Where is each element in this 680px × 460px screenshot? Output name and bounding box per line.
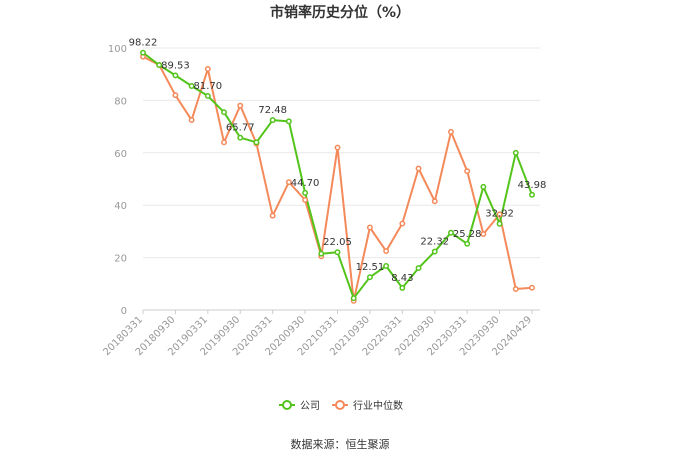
industry-point[interactable] (431, 198, 438, 205)
company-point[interactable] (529, 191, 535, 198)
x-axis: 2018033120180930201903312019093020200331… (101, 310, 534, 358)
company-point[interactable] (285, 118, 292, 125)
company-point[interactable] (399, 284, 406, 291)
industry-point[interactable] (334, 144, 341, 151)
grid-lines (143, 47, 540, 259)
data-label: 22.32 (420, 237, 449, 248)
company-point[interactable] (415, 265, 422, 272)
data-label: 22.05 (323, 237, 352, 248)
series-points (140, 49, 535, 304)
industry-point[interactable] (480, 231, 487, 237)
company-point[interactable] (334, 249, 341, 256)
company-point[interactable] (350, 295, 357, 302)
industry-point[interactable] (448, 128, 454, 135)
company-point[interactable] (464, 240, 471, 247)
legend-item-company[interactable]: 公司 (279, 400, 320, 412)
data-label: 43.98 (518, 180, 547, 191)
y-tick-label: 40 (114, 201, 127, 212)
industry-point[interactable] (366, 224, 373, 231)
legend-industry-label: 行业中位数 (353, 399, 403, 412)
data-label: 25.28 (453, 229, 482, 240)
legend-item-industry[interactable]: 行业中位数 (332, 399, 403, 412)
industry-point[interactable] (285, 179, 292, 186)
y-tick-label: 20 (114, 254, 127, 265)
industry-point[interactable] (204, 66, 211, 72)
data-label: 12.51 (356, 262, 385, 273)
y-axis: 0 20 40 60 80 100 (108, 44, 127, 317)
data-label: 65.77 (226, 123, 255, 134)
industry-point[interactable] (415, 165, 422, 172)
y-tick-label: 80 (114, 96, 127, 107)
y-tick-label: 100 (108, 44, 127, 55)
company-point[interactable] (221, 109, 227, 116)
company-point[interactable] (383, 263, 390, 269)
company-point[interactable] (156, 62, 163, 68)
company-point[interactable] (302, 189, 309, 196)
y-tick-label: 0 (121, 306, 127, 317)
company-point[interactable] (188, 83, 195, 89)
company-point[interactable] (253, 139, 260, 146)
data-label: 32.92 (485, 209, 514, 220)
data-label: 44.70 (291, 178, 320, 189)
industry-point[interactable] (269, 212, 276, 219)
industry-point[interactable] (383, 248, 390, 255)
company-point[interactable] (448, 229, 454, 236)
industry-series-line (142, 55, 533, 302)
company-point[interactable] (366, 274, 373, 281)
industry-point[interactable] (399, 220, 406, 227)
industry-point[interactable] (221, 139, 227, 146)
data-source: 数据来源：恒生聚源 (291, 437, 390, 451)
industry-point[interactable] (237, 102, 244, 109)
legend-company-label: 公司 (300, 401, 320, 412)
company-point[interactable] (496, 220, 503, 227)
legend-company-marker (282, 400, 292, 410)
industry-point[interactable] (512, 286, 519, 292)
industry-point[interactable] (302, 197, 309, 203)
company-point[interactable] (172, 72, 179, 79)
company-point[interactable] (269, 117, 276, 124)
data-label: 98.22 (129, 38, 158, 49)
chart-title: 市销率历史分位（%） (270, 4, 410, 21)
company-point[interactable] (204, 92, 211, 99)
company-point[interactable] (318, 250, 325, 257)
y-tick-label: 60 (114, 149, 127, 160)
data-label: 8.43 (391, 273, 413, 284)
industry-point[interactable] (496, 211, 503, 218)
company-point[interactable] (431, 248, 438, 255)
industry-point[interactable] (172, 92, 179, 99)
legend: 公司 行业中位数 (279, 399, 403, 412)
company-point[interactable] (237, 134, 244, 141)
data-label: 81.70 (194, 81, 223, 92)
industry-point[interactable] (529, 284, 535, 291)
company-point[interactable] (512, 149, 519, 156)
company-point[interactable] (140, 49, 146, 56)
data-label: 89.53 (161, 60, 190, 71)
legend-industry-marker (335, 400, 345, 410)
data-label: 72.48 (258, 105, 287, 116)
industry-point[interactable] (464, 168, 471, 175)
industry-point[interactable] (188, 117, 195, 124)
company-point[interactable] (480, 183, 487, 190)
